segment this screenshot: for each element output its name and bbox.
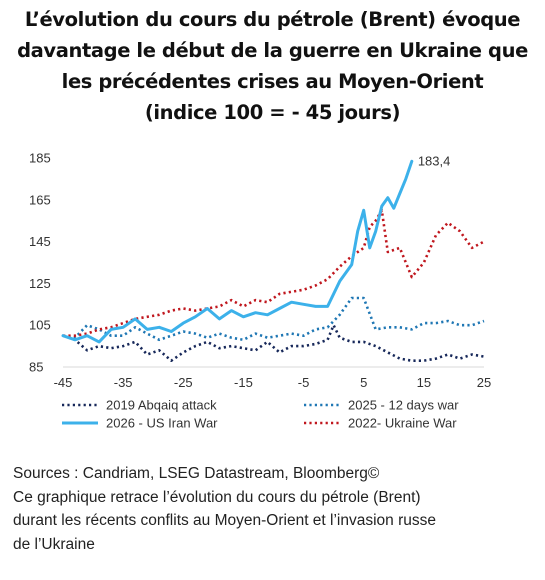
x-tick-label: 15 — [417, 375, 431, 390]
series-line-2 — [61, 159, 414, 344]
title-line-2: davantage le début de la guerre en Ukrai… — [17, 39, 528, 62]
legend-label-2: 2026 - US Iran War — [106, 416, 218, 431]
x-tick-label: -15 — [234, 375, 253, 390]
legend-label-3: 2022- Ukraine War — [348, 416, 457, 431]
footer-sources: Sources : Candriam, LSEG Datastream, Blo… — [13, 465, 380, 482]
series-layer — [61, 159, 485, 362]
y-tick-label: 125 — [29, 276, 51, 291]
source-footer: Sources : Candriam, LSEG Datastream, Blo… — [13, 462, 533, 556]
chart-title: L’évolution du cours du pétrole (Brent) … — [0, 4, 545, 128]
title-line-3: les précédentes crises au Moyen-Orient — [61, 70, 484, 93]
x-tick-label: -5 — [298, 375, 310, 390]
series-line-1 — [62, 296, 485, 342]
x-tick-label: 5 — [360, 375, 367, 390]
end-value-label: 183,4 — [418, 153, 451, 168]
x-tick-label: -45 — [54, 375, 73, 390]
y-tick-label: 185 — [29, 151, 51, 166]
title-line-4: (indice 100 = - 45 jours) — [144, 101, 401, 124]
series-line-0 — [62, 323, 485, 362]
y-tick-label: 85 — [29, 360, 43, 375]
title-line-1: L’évolution du cours du pétrole (Brent) … — [24, 8, 521, 31]
oil-price-chart: 85 105 125 145 165 185 -45 -35 -25 -15 -5 5 15 25 18… — [29, 151, 491, 431]
legend-label-1: 2025 - 12 days war — [348, 398, 459, 413]
legend: 2019 Abqaiq attack 2025 - 12 days war 2026… — [62, 398, 459, 431]
legend-label-0: 2019 Abqaiq attack — [106, 398, 217, 413]
footer-caption-2: durant les récents conflits au Moyen-Ori… — [13, 512, 437, 529]
y-tick-label: 165 — [29, 192, 51, 207]
series-line-3 — [63, 209, 485, 337]
x-tick-label: 25 — [477, 375, 491, 390]
y-tick-label: 145 — [29, 234, 51, 249]
x-tick-label: -25 — [174, 375, 193, 390]
x-axis: -45 -35 -25 -15 -5 5 15 25 — [54, 366, 491, 390]
y-axis-ticks: 85 105 125 145 165 185 — [29, 151, 51, 375]
x-tick-label: -35 — [114, 375, 133, 390]
end-label-layer: 183,4 — [418, 153, 451, 168]
footer-caption-1: Ce graphique retrace l’évolution du cour… — [13, 488, 421, 506]
y-tick-label: 105 — [29, 318, 51, 333]
footer-caption-3: de l’Ukraine — [13, 535, 95, 553]
